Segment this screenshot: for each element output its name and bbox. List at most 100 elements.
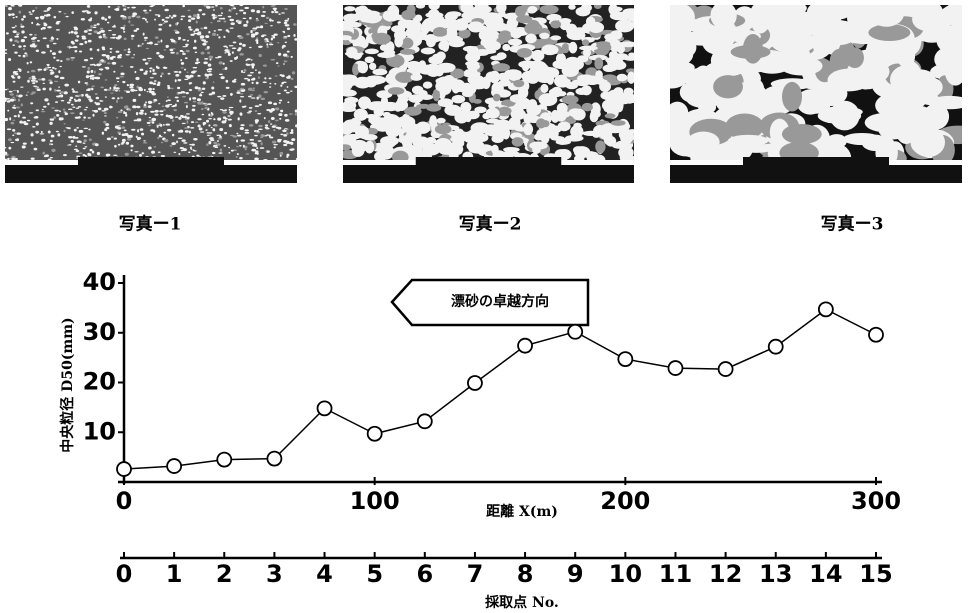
grain (234, 79, 237, 80)
grain (196, 58, 198, 61)
x2-tick-label: 6 (416, 560, 433, 588)
grain (147, 42, 151, 44)
grain (27, 120, 31, 122)
grain (22, 117, 26, 119)
grain (256, 82, 259, 85)
grain (48, 158, 52, 160)
grain (594, 57, 603, 69)
grain (290, 132, 294, 134)
grain (41, 131, 43, 133)
grain (12, 97, 15, 99)
grain (38, 70, 40, 71)
grain (32, 78, 37, 80)
grain (230, 22, 234, 25)
grain (168, 73, 171, 75)
grain (26, 95, 28, 96)
grain (82, 143, 85, 144)
grain (263, 81, 267, 83)
grain (131, 37, 133, 40)
grain (471, 135, 480, 142)
grain (165, 45, 168, 48)
grain (558, 121, 571, 131)
grain (273, 129, 275, 131)
grain (201, 39, 206, 41)
data-point (468, 376, 482, 390)
grain (12, 129, 15, 132)
grain (188, 151, 190, 153)
grain (255, 105, 260, 107)
grain (82, 37, 87, 39)
grain (105, 123, 109, 126)
grain (128, 51, 131, 54)
grain (285, 42, 287, 43)
grain (236, 140, 238, 143)
grain (29, 112, 33, 113)
grain (76, 108, 79, 109)
grain (260, 25, 263, 28)
grain (205, 73, 208, 76)
grain (261, 142, 263, 145)
grain (339, 35, 351, 40)
grain (225, 118, 228, 120)
grain (259, 54, 262, 57)
grain (936, 25, 973, 55)
grain (284, 36, 287, 37)
grain (118, 125, 121, 126)
grain (207, 46, 210, 49)
grain (56, 22, 60, 23)
grain (611, 120, 626, 126)
grain (54, 110, 59, 112)
grain (236, 156, 238, 158)
grain (164, 132, 167, 134)
grain (258, 128, 263, 130)
grain (71, 31, 74, 34)
grain (609, 51, 618, 59)
grain (91, 85, 95, 86)
grain (127, 138, 131, 141)
grain (205, 35, 209, 38)
grain (158, 152, 161, 153)
grain (407, 4, 416, 14)
grain (193, 149, 195, 151)
grain (209, 93, 213, 95)
grain (265, 124, 268, 126)
grain (380, 136, 399, 146)
data-point (618, 352, 632, 366)
grain (211, 113, 213, 115)
grain (130, 25, 134, 26)
grain (29, 77, 32, 80)
grain (20, 25, 24, 27)
grain (16, 34, 19, 36)
grain (52, 52, 56, 55)
grain (60, 77, 65, 80)
grain (49, 88, 51, 91)
grain (181, 139, 185, 142)
grain (272, 141, 276, 144)
grain (165, 17, 169, 19)
grain (159, 135, 161, 137)
grain (182, 123, 186, 124)
grain (178, 137, 183, 139)
grain (35, 17, 39, 19)
grain (53, 16, 56, 19)
data-point (769, 340, 783, 354)
grain (230, 5, 235, 6)
grain (436, 118, 445, 124)
grain (355, 7, 365, 14)
grain (143, 72, 147, 75)
grain (293, 23, 297, 25)
grain (146, 21, 148, 23)
grain (341, 107, 356, 112)
grain (58, 11, 61, 13)
grain (284, 20, 288, 22)
grain (172, 48, 176, 49)
grain (175, 116, 178, 118)
grain (220, 109, 223, 110)
grain (239, 10, 244, 12)
grain (203, 122, 205, 125)
grain (199, 127, 203, 130)
grain (21, 30, 24, 33)
grain (74, 28, 78, 31)
grain (145, 19, 147, 21)
grain (88, 76, 92, 77)
